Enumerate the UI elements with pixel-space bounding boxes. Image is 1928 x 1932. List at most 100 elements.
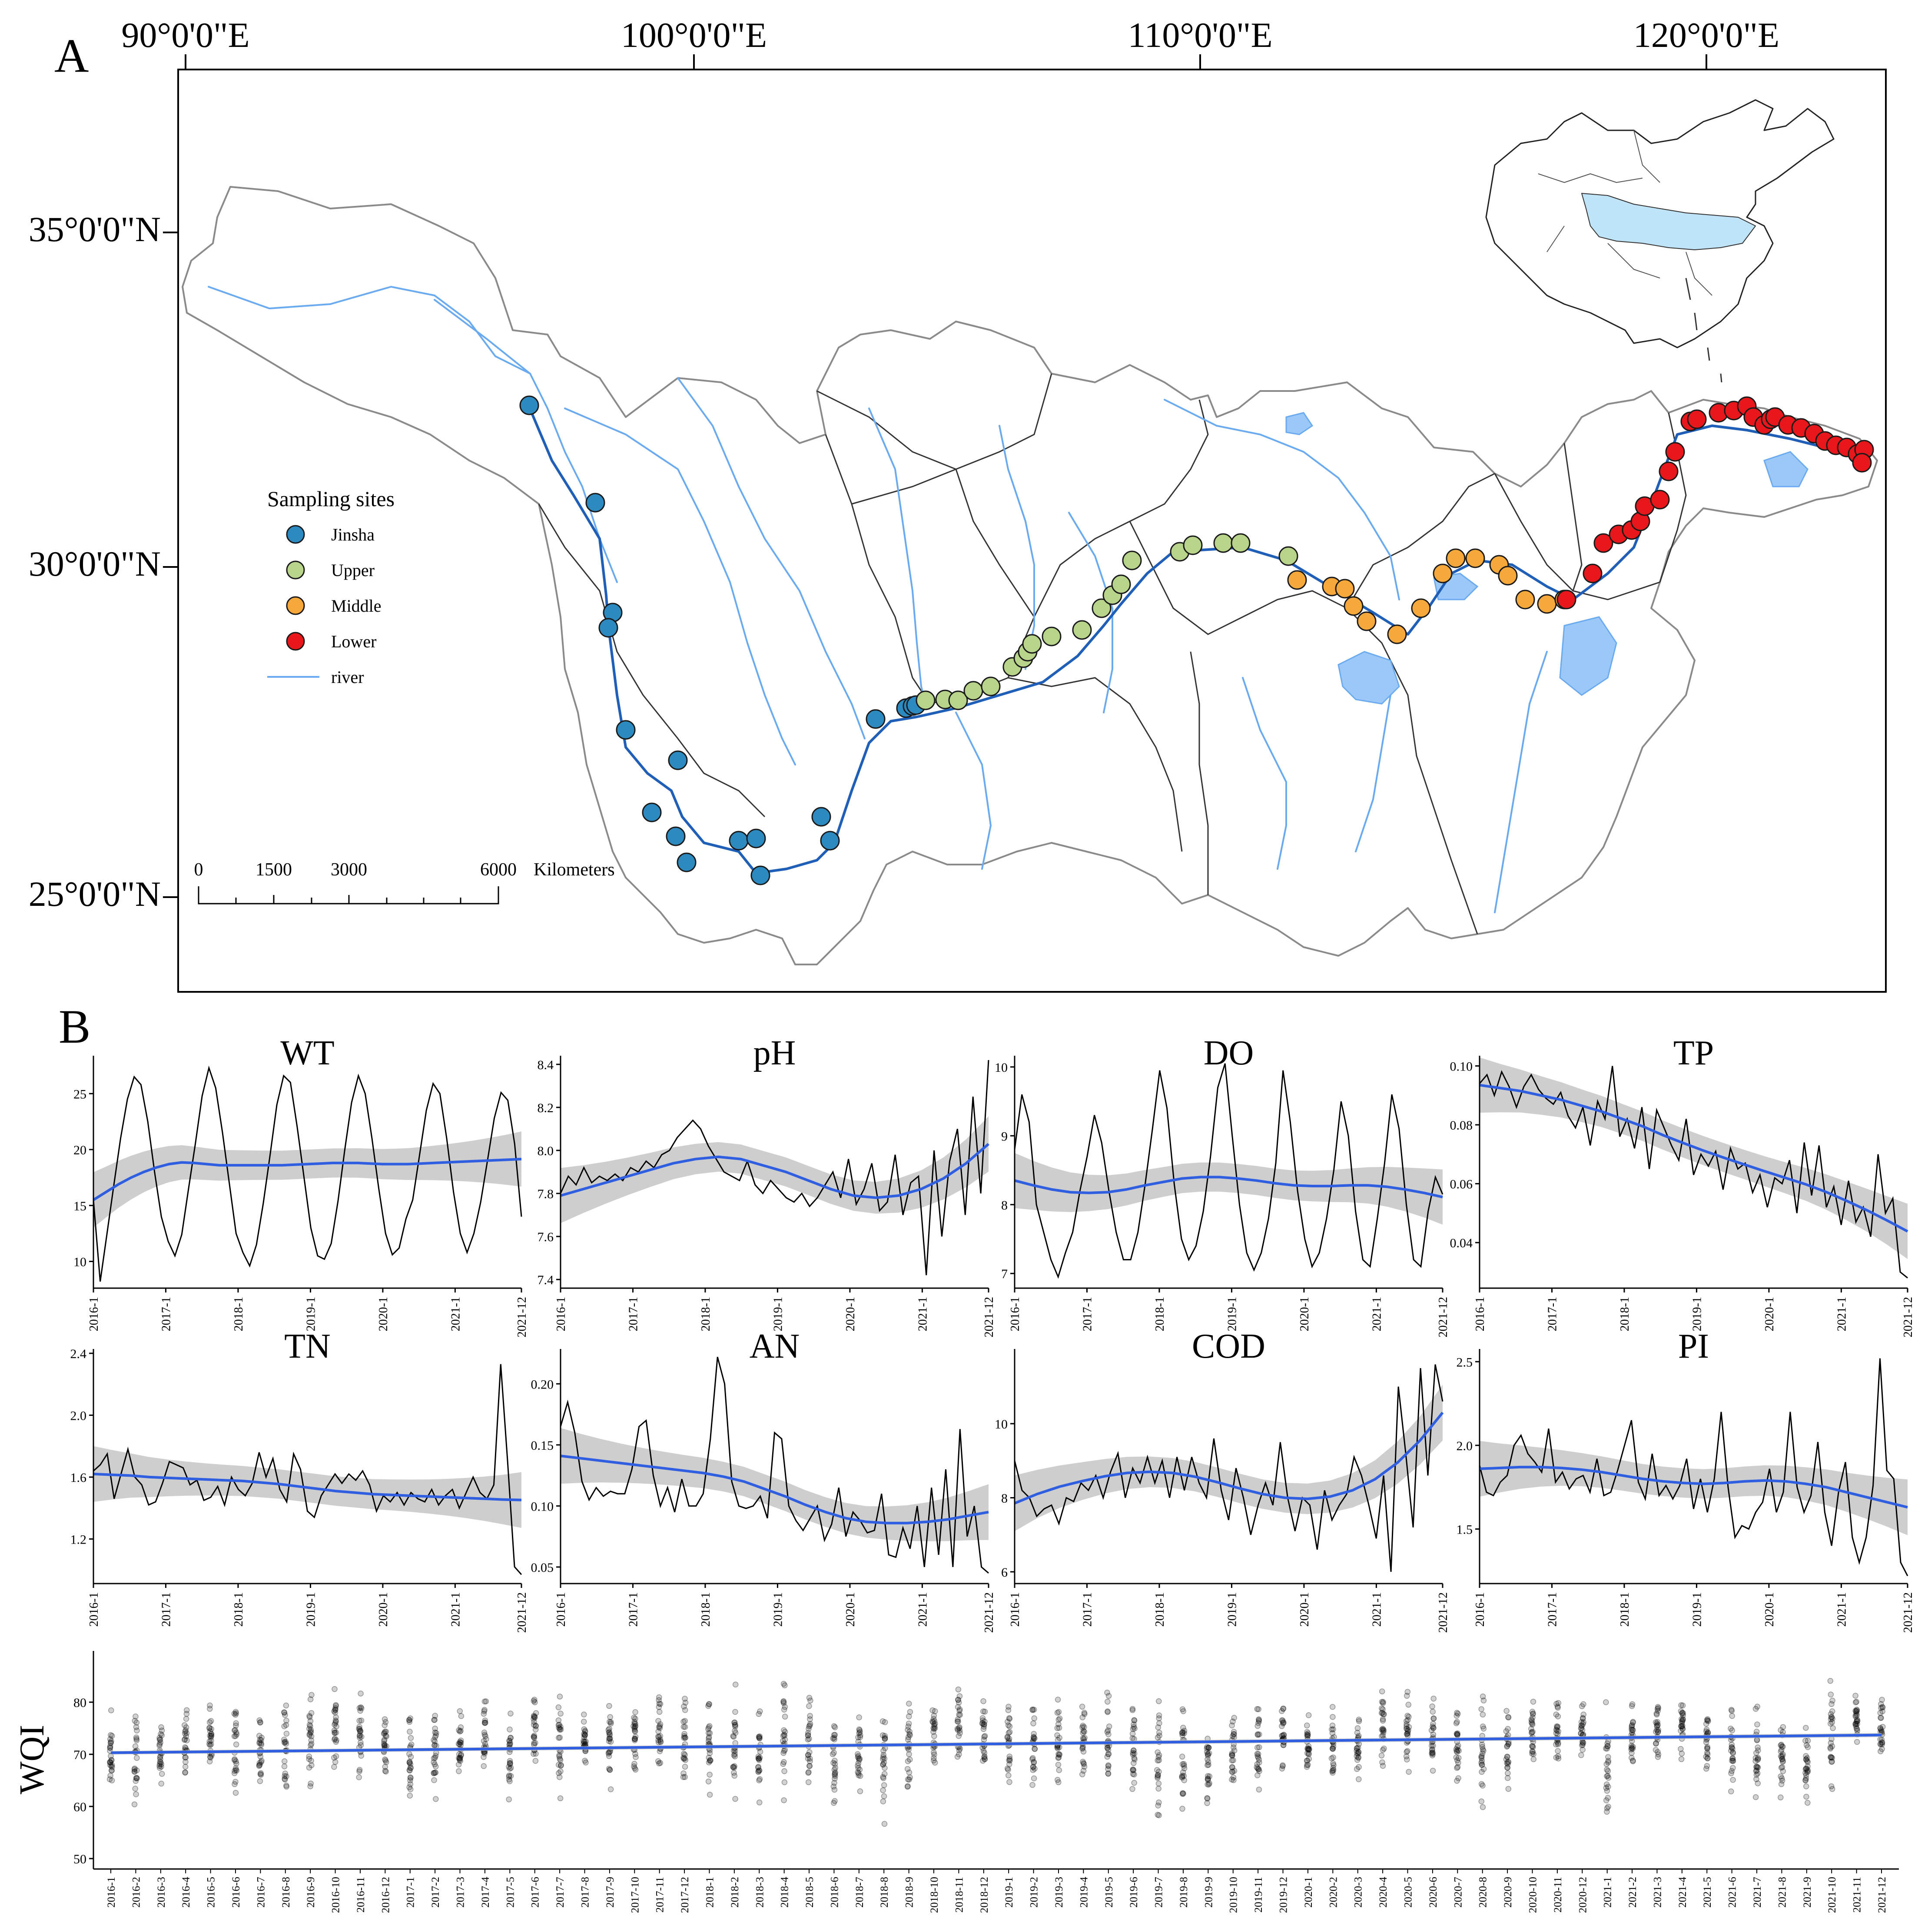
wqi-point [156,1763,163,1769]
wqi-point [1505,1759,1511,1765]
wqi-point [1304,1762,1310,1768]
x-tick-label: 2018-1 [699,1592,713,1627]
wqi-point [306,1731,313,1737]
wqi-point [1330,1714,1336,1720]
wqi-point [1456,1748,1462,1754]
wqi-point [780,1700,787,1706]
wqi-point [381,1730,387,1737]
lon-tick-100: 100°0'0"E [621,15,767,55]
wqi-point [256,1760,263,1766]
wqi-point [232,1781,238,1787]
wqi-point [631,1763,637,1770]
x-tick-label: 2021-2 [1627,1877,1639,1908]
wqi-point [755,1753,762,1760]
x-tick-label: 2020-9 [1502,1877,1514,1908]
wqi-point [881,1760,887,1766]
wqi-point [233,1741,239,1748]
wqi-point [456,1768,462,1774]
wqi-point [1032,1735,1038,1741]
wqi-point [1654,1719,1661,1725]
wqi-point [682,1700,689,1706]
wqi-point [682,1707,688,1713]
wqi-point [1355,1754,1361,1761]
wqi-point [1629,1723,1635,1729]
x-tick-label: 2021-8 [1776,1877,1788,1908]
wqi-point [757,1708,763,1714]
wqi-point [682,1696,688,1702]
wqi-point [805,1752,811,1758]
wqi-point [1505,1741,1512,1747]
wqi-point [880,1756,886,1762]
wqi-point [1603,1797,1609,1803]
wqi-point [1205,1776,1211,1782]
wqi-point [1156,1812,1162,1819]
wqi-point [831,1736,837,1743]
wqi-point [606,1749,612,1756]
lat-tick-30: 30°0'0"N [29,544,161,583]
sampling-site-upper [1122,550,1142,570]
wqi-point [681,1703,687,1710]
x-tick-label: 2017-1 [159,1592,173,1627]
x-tick-label: 2020-12 [1577,1877,1589,1913]
wqi-point [831,1750,837,1756]
wqi-point [332,1729,338,1736]
wqi-point [1604,1773,1610,1780]
wqi-point [1479,1769,1485,1775]
wqi-point [879,1718,886,1724]
wqi-point [1306,1756,1312,1762]
wqi-point [1578,1730,1584,1736]
x-tick-label: 2020-2 [1327,1877,1339,1908]
wqi-point [1678,1756,1685,1762]
wqi-point [731,1773,738,1779]
x-tick-label: 2019-8 [1178,1877,1190,1908]
wqi-point [1729,1744,1735,1750]
wqi-point [1205,1796,1211,1802]
wqi-point [581,1731,587,1737]
wqi-point [382,1756,388,1763]
wqi-point [1180,1724,1186,1731]
wqi-point [1030,1755,1036,1761]
wqi-point [1430,1767,1436,1774]
wqi-point [1254,1764,1260,1770]
wqi-point [107,1740,114,1746]
wqi-point [881,1782,887,1788]
trend-line [560,1455,989,1524]
y-tick-label: 0.10 [1450,1060,1473,1074]
x-tick-label: 2019-1 [304,1592,318,1627]
wqi-point [1105,1751,1112,1757]
wqi-point [680,1755,687,1761]
wqi-point [632,1766,639,1773]
wqi-point [706,1755,712,1761]
wqi-point [1854,1739,1860,1745]
wqi-point [332,1721,338,1728]
wqi-point [1803,1742,1810,1748]
wqi-point [458,1751,464,1758]
wqi-point [1405,1730,1411,1736]
wqi-point [406,1751,412,1757]
wqi-point [1104,1753,1111,1760]
yangtze-basin-inset [1581,193,1756,250]
wqi-point [1181,1763,1187,1769]
wqi-point [1404,1723,1410,1730]
wqi-point [1031,1736,1037,1742]
x-tick-label: 2017-7 [554,1877,566,1908]
wqi-point [856,1772,862,1778]
wqi-point [259,1734,265,1741]
wqi-point [1205,1756,1211,1763]
wqi-point [1703,1728,1709,1735]
wqi-point [308,1710,315,1716]
wqi-point [1379,1699,1385,1705]
wqi-point [1181,1765,1188,1772]
wqi-point [1655,1749,1661,1755]
wqi-point [1206,1773,1213,1780]
wqi-point [905,1783,911,1789]
wqi-point [1156,1733,1162,1739]
wqi-point [781,1759,787,1765]
x-tick-label: 2021-1 [916,1592,929,1627]
sampling-site-upper [1022,634,1042,654]
wqi-point [706,1759,712,1766]
wqi-point [331,1727,338,1734]
wqi-point [1428,1727,1435,1733]
wqi-point [1678,1716,1685,1722]
